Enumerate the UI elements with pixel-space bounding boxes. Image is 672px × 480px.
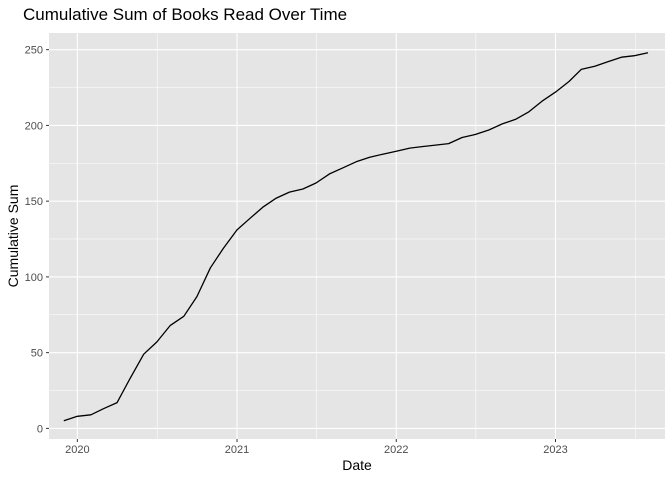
plot-panel: [49, 33, 665, 439]
x-axis-title: Date: [342, 457, 372, 473]
y-tick-label: 0: [37, 423, 43, 435]
chart-title: Cumulative Sum of Books Read Over Time: [23, 5, 347, 24]
x-tick-label: 2021: [225, 444, 249, 456]
y-tick-label: 150: [25, 196, 43, 208]
y-axis-title: Cumulative Sum: [5, 185, 21, 288]
x-axis: 2020 2021 2022 2023: [65, 439, 568, 456]
y-tick-label: 200: [25, 120, 43, 132]
series-line: [63, 52, 649, 422]
y-tick-label: 250: [25, 45, 43, 57]
y-tick-label: 50: [31, 348, 43, 360]
x-tick-label: 2020: [65, 444, 89, 456]
x-tick-label: 2022: [384, 444, 408, 456]
minor-gridlines: [49, 33, 665, 439]
y-tick-label: 100: [25, 272, 43, 284]
major-gridlines: [49, 33, 665, 439]
series-layer: [63, 52, 649, 422]
y-axis: 0 50 100 150 200 250: [25, 45, 49, 435]
x-tick-label: 2023: [543, 444, 567, 456]
